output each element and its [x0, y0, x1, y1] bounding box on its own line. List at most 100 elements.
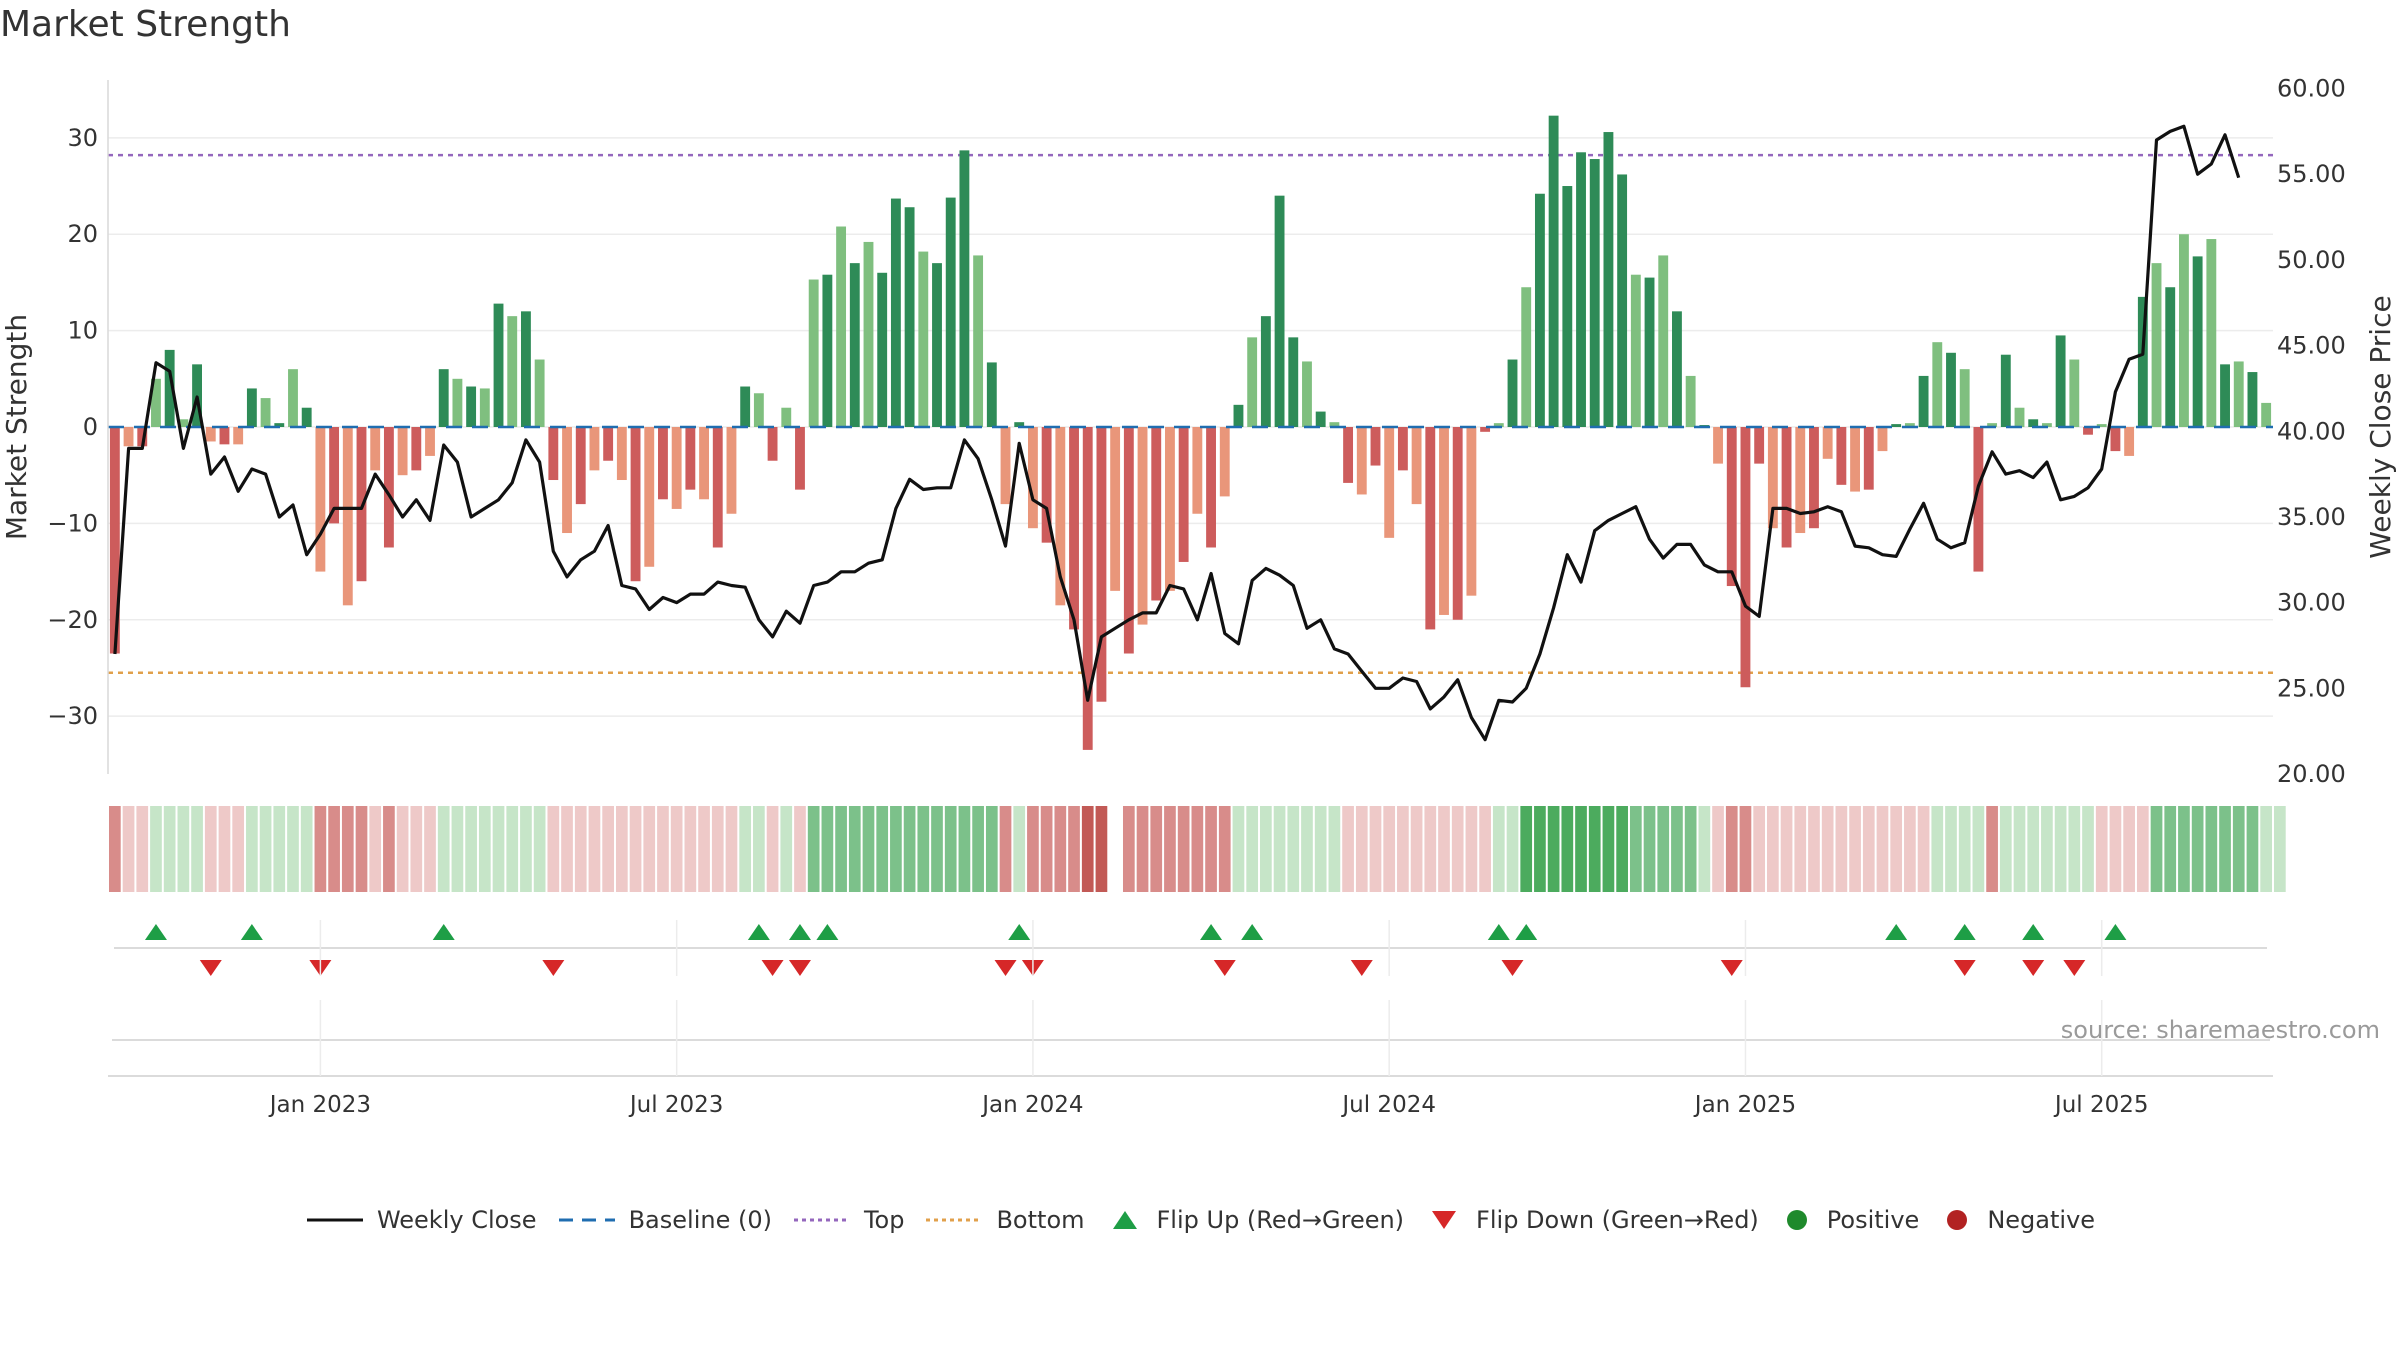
- strength-bar: [1973, 427, 1984, 572]
- strip-cell: [615, 806, 628, 892]
- strip-cell: [2095, 806, 2108, 892]
- strength-bar: [1850, 427, 1861, 492]
- legend-label: Baseline (0): [628, 1206, 772, 1234]
- strip-cell: [451, 806, 464, 892]
- strength-bar: [932, 263, 942, 427]
- strip-cell: [300, 806, 313, 892]
- strength-bar: [411, 427, 422, 471]
- strength-bar: [904, 207, 915, 427]
- strength-bar: [1206, 427, 1216, 548]
- flip-up-marker: [2104, 924, 2127, 940]
- strip-cell: [1424, 806, 1437, 892]
- left-tick-label: −20: [47, 606, 98, 634]
- strength-bar: [1507, 359, 1518, 427]
- strip-cell: [1629, 806, 1642, 892]
- strip-cell: [643, 806, 656, 892]
- strip-cell: [1534, 806, 1546, 892]
- strip-cell: [369, 806, 382, 892]
- x-tick-label: Jul 2025: [2053, 1092, 2149, 1118]
- legend-top: Top: [792, 1206, 904, 1234]
- right-tick-label: 25.00: [2277, 674, 2346, 702]
- strip-cell: [1205, 806, 1217, 892]
- legend-weekly-close: Weekly Close: [305, 1206, 537, 1234]
- strip-cell: [150, 806, 162, 892]
- strip-cell: [1588, 806, 1601, 892]
- strip-cell: [890, 806, 902, 892]
- strip-cell: [1314, 806, 1327, 892]
- strength-bar: [2247, 372, 2258, 427]
- left-axis-label: Market Strength: [0, 314, 33, 540]
- strip-cell: [835, 806, 847, 892]
- strip-cell: [876, 806, 889, 892]
- strip-cell: [917, 806, 930, 892]
- strength-bar: [1302, 361, 1312, 427]
- strip-cell: [1465, 806, 1478, 892]
- strip-cell: [1150, 806, 1163, 892]
- strip-cell: [533, 806, 546, 892]
- strip-cell: [1958, 806, 1971, 892]
- strip-cell: [711, 806, 724, 892]
- strength-bar: [1891, 424, 1902, 427]
- strength-bar: [1918, 375, 1929, 427]
- source-credit: source: sharemaestro.com: [2060, 1016, 2380, 1044]
- flip-up-marker: [1241, 924, 1264, 940]
- strength-bar: [329, 427, 340, 524]
- strip-cell: [1862, 806, 1875, 892]
- strength-bar: [1809, 427, 1819, 529]
- strength-bar: [493, 303, 504, 427]
- legend-dash-icon: [558, 1218, 615, 1222]
- strip-cell: [684, 806, 697, 892]
- strength-bar: [589, 427, 600, 471]
- left-tick-label: 10: [67, 317, 98, 345]
- strip-cell: [177, 806, 190, 892]
- strength-bar: [781, 407, 792, 427]
- strip-cell: [218, 806, 231, 892]
- strength-bar: [1110, 427, 1121, 591]
- strength-bar: [370, 427, 381, 471]
- strip-cell: [1986, 806, 1998, 892]
- x-axis: Jan 2023 Jul 2023 Jan 2024 Jul 2024 Jan 2025…: [108, 920, 2273, 1118]
- strip-cell: [629, 806, 642, 892]
- strength-bar: [1767, 427, 1778, 529]
- strength-bar: [1726, 427, 1737, 587]
- strip-cell: [1273, 806, 1286, 892]
- strip-cell: [1794, 806, 1807, 892]
- strip-cell: [396, 806, 409, 892]
- strength-bar: [1589, 159, 1600, 428]
- strip-cell: [547, 806, 560, 892]
- strip-cell: [1246, 806, 1259, 892]
- strength-bar: [986, 362, 997, 427]
- strip-cell: [958, 806, 971, 892]
- strip-cell: [1561, 806, 1574, 892]
- strength-bar: [2233, 361, 2244, 427]
- flip-up-marker: [240, 924, 263, 940]
- strip-cell: [1972, 806, 1985, 892]
- strip-cell: [1849, 806, 1861, 892]
- legend-label: Flip Up (Red→Green): [1156, 1206, 1405, 1234]
- strip-cell: [2164, 806, 2177, 892]
- strip-cell: [1520, 806, 1533, 892]
- strength-bar: [1247, 337, 1258, 427]
- strength-bar: [1082, 427, 1093, 750]
- strip-cell: [506, 806, 519, 892]
- strength-bar: [630, 427, 641, 582]
- flip-up-marker: [816, 924, 839, 940]
- strip-cell: [1054, 806, 1067, 892]
- strength-bar: [1411, 427, 1422, 505]
- right-tick-label: 35.00: [2277, 503, 2346, 531]
- strip-cell: [944, 806, 957, 892]
- strength-bar: [479, 388, 490, 427]
- strip-cell: [1301, 806, 1313, 892]
- strip-cell: [2013, 806, 2026, 892]
- strength-bar: [1548, 115, 1559, 428]
- flip-down-marker: [994, 960, 1017, 976]
- strip-cell: [1917, 806, 1930, 892]
- axes: 30 20 10 0 −10 −20 −30 60.00 55.00 50.00 45.00 40.0…: [0, 75, 2397, 788]
- strip-cell: [1109, 806, 1121, 892]
- circle-green-icon: [1786, 1210, 1807, 1230]
- strip-cell: [807, 806, 820, 892]
- strength-bar: [1356, 427, 1367, 495]
- strength-bar: [520, 311, 531, 427]
- legend-label: Negative: [1987, 1206, 2096, 1234]
